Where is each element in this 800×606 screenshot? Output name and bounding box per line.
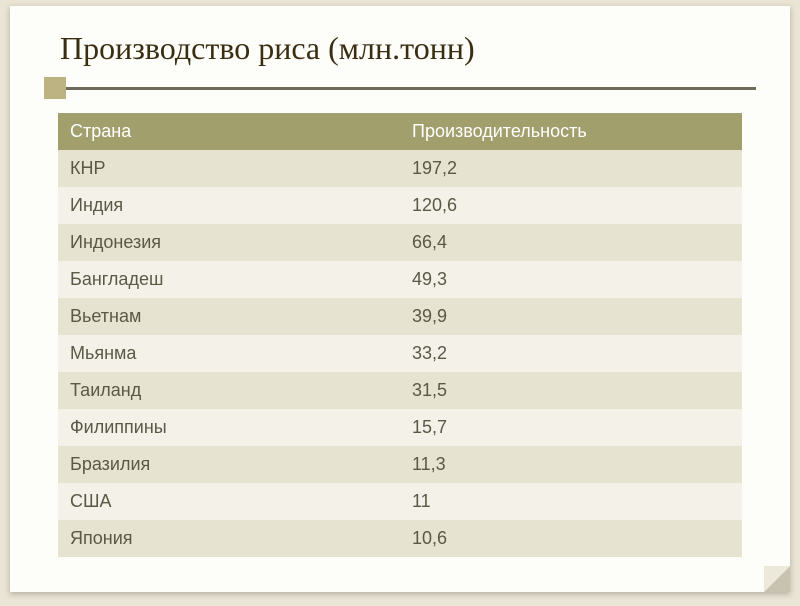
table-row: Япония 10,6 xyxy=(58,520,742,557)
cell-value: 11,3 xyxy=(400,446,742,483)
column-header-country: Страна xyxy=(58,113,400,150)
table-row: Вьетнам 39,9 xyxy=(58,298,742,335)
cell-country: Бразилия xyxy=(58,446,400,483)
page-curl-icon xyxy=(764,566,790,592)
cell-value: 39,9 xyxy=(400,298,742,335)
cell-country: Филиппины xyxy=(58,409,400,446)
column-header-value: Производительность xyxy=(400,113,742,150)
cell-value: 10,6 xyxy=(400,520,742,557)
cell-value: 66,4 xyxy=(400,224,742,261)
cell-country: США xyxy=(58,483,400,520)
table-row: Мьянма 33,2 xyxy=(58,335,742,372)
cell-country: Вьетнам xyxy=(58,298,400,335)
table-row: КНР 197,2 xyxy=(58,150,742,187)
cell-value: 31,5 xyxy=(400,372,742,409)
table-row: Таиланд 31,5 xyxy=(58,372,742,409)
cell-country: КНР xyxy=(58,150,400,187)
cell-country: Индия xyxy=(58,187,400,224)
rule-line xyxy=(66,87,756,90)
data-table: Страна Производительность КНР 197,2 Инди… xyxy=(58,113,742,557)
cell-value: 11 xyxy=(400,483,742,520)
slide: Производство риса (млн.тонн) Страна Прои… xyxy=(10,6,790,592)
table-row: Бразилия 11,3 xyxy=(58,446,742,483)
cell-country: Таиланд xyxy=(58,372,400,409)
cell-value: 197,2 xyxy=(400,150,742,187)
cell-value: 15,7 xyxy=(400,409,742,446)
table-row: Индия 120,6 xyxy=(58,187,742,224)
cell-value: 33,2 xyxy=(400,335,742,372)
table-row: Филиппины 15,7 xyxy=(58,409,742,446)
page-title: Производство риса (млн.тонн) xyxy=(10,6,790,77)
cell-value: 49,3 xyxy=(400,261,742,298)
cell-value: 120,6 xyxy=(400,187,742,224)
cell-country: Бангладеш xyxy=(58,261,400,298)
table-row: Индонезия 66,4 xyxy=(58,224,742,261)
table-row: Бангладеш 49,3 xyxy=(58,261,742,298)
table-header-row: Страна Производительность xyxy=(58,113,742,150)
table-row: США 11 xyxy=(58,483,742,520)
rule-square-icon xyxy=(44,77,66,99)
cell-country: Япония xyxy=(58,520,400,557)
cell-country: Индонезия xyxy=(58,224,400,261)
title-rule xyxy=(10,77,790,113)
cell-country: Мьянма xyxy=(58,335,400,372)
